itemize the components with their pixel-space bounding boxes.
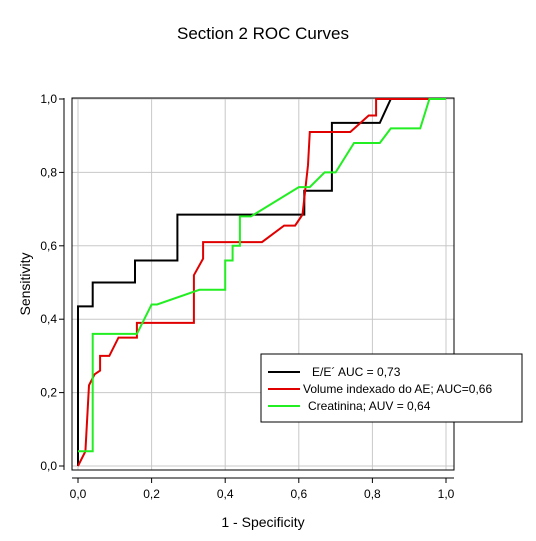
y-tick-label: 0,0 xyxy=(40,459,57,473)
y-tick-label: 0,4 xyxy=(40,312,57,326)
y-tick-labels: 0,0 0,2 0,4 0,6 0,8 1,0 xyxy=(40,92,57,473)
series-line-3 xyxy=(78,98,446,453)
y-axis-title: Sensitivity xyxy=(17,252,33,315)
chart-title: Section 2 ROC Curves xyxy=(177,24,349,43)
legend-label-2: Volume indexado do AE; AUC=0,66 xyxy=(303,382,492,396)
legend-label-3: Creatinina; AUV = 0,64 xyxy=(308,399,431,413)
series-line-1 xyxy=(77,98,432,466)
tick-marks xyxy=(59,98,447,483)
x-tick-label: 0,8 xyxy=(364,487,381,501)
x-tick-label: 0,4 xyxy=(217,487,234,501)
y-tick-label: 0,8 xyxy=(40,165,57,179)
x-tick-label: 1,0 xyxy=(438,487,455,501)
y-tick-label: 0,6 xyxy=(40,239,57,253)
x-axis-title: 1 - Specificity xyxy=(221,514,304,530)
grid-lines xyxy=(72,98,454,470)
x-tick-label: 0,0 xyxy=(70,487,87,501)
x-tick-labels: 0,0 0,2 0,4 0,6 0,8 1,0 xyxy=(70,487,455,501)
series-line-2 xyxy=(77,98,432,467)
plot-area xyxy=(71,97,455,471)
legend: E/E´ AUC = 0,73 Volume indexado do AE; AU… xyxy=(260,353,523,423)
y-tick-label: 0,2 xyxy=(40,386,57,400)
y-tick-label: 1,0 xyxy=(40,92,57,106)
series-lines xyxy=(77,98,446,467)
legend-label-1: E/E´ AUC = 0,73 xyxy=(312,365,401,379)
axes xyxy=(63,98,454,479)
legend-box xyxy=(260,353,523,423)
x-tick-label: 0,6 xyxy=(290,487,307,501)
x-tick-label: 0,2 xyxy=(143,487,160,501)
